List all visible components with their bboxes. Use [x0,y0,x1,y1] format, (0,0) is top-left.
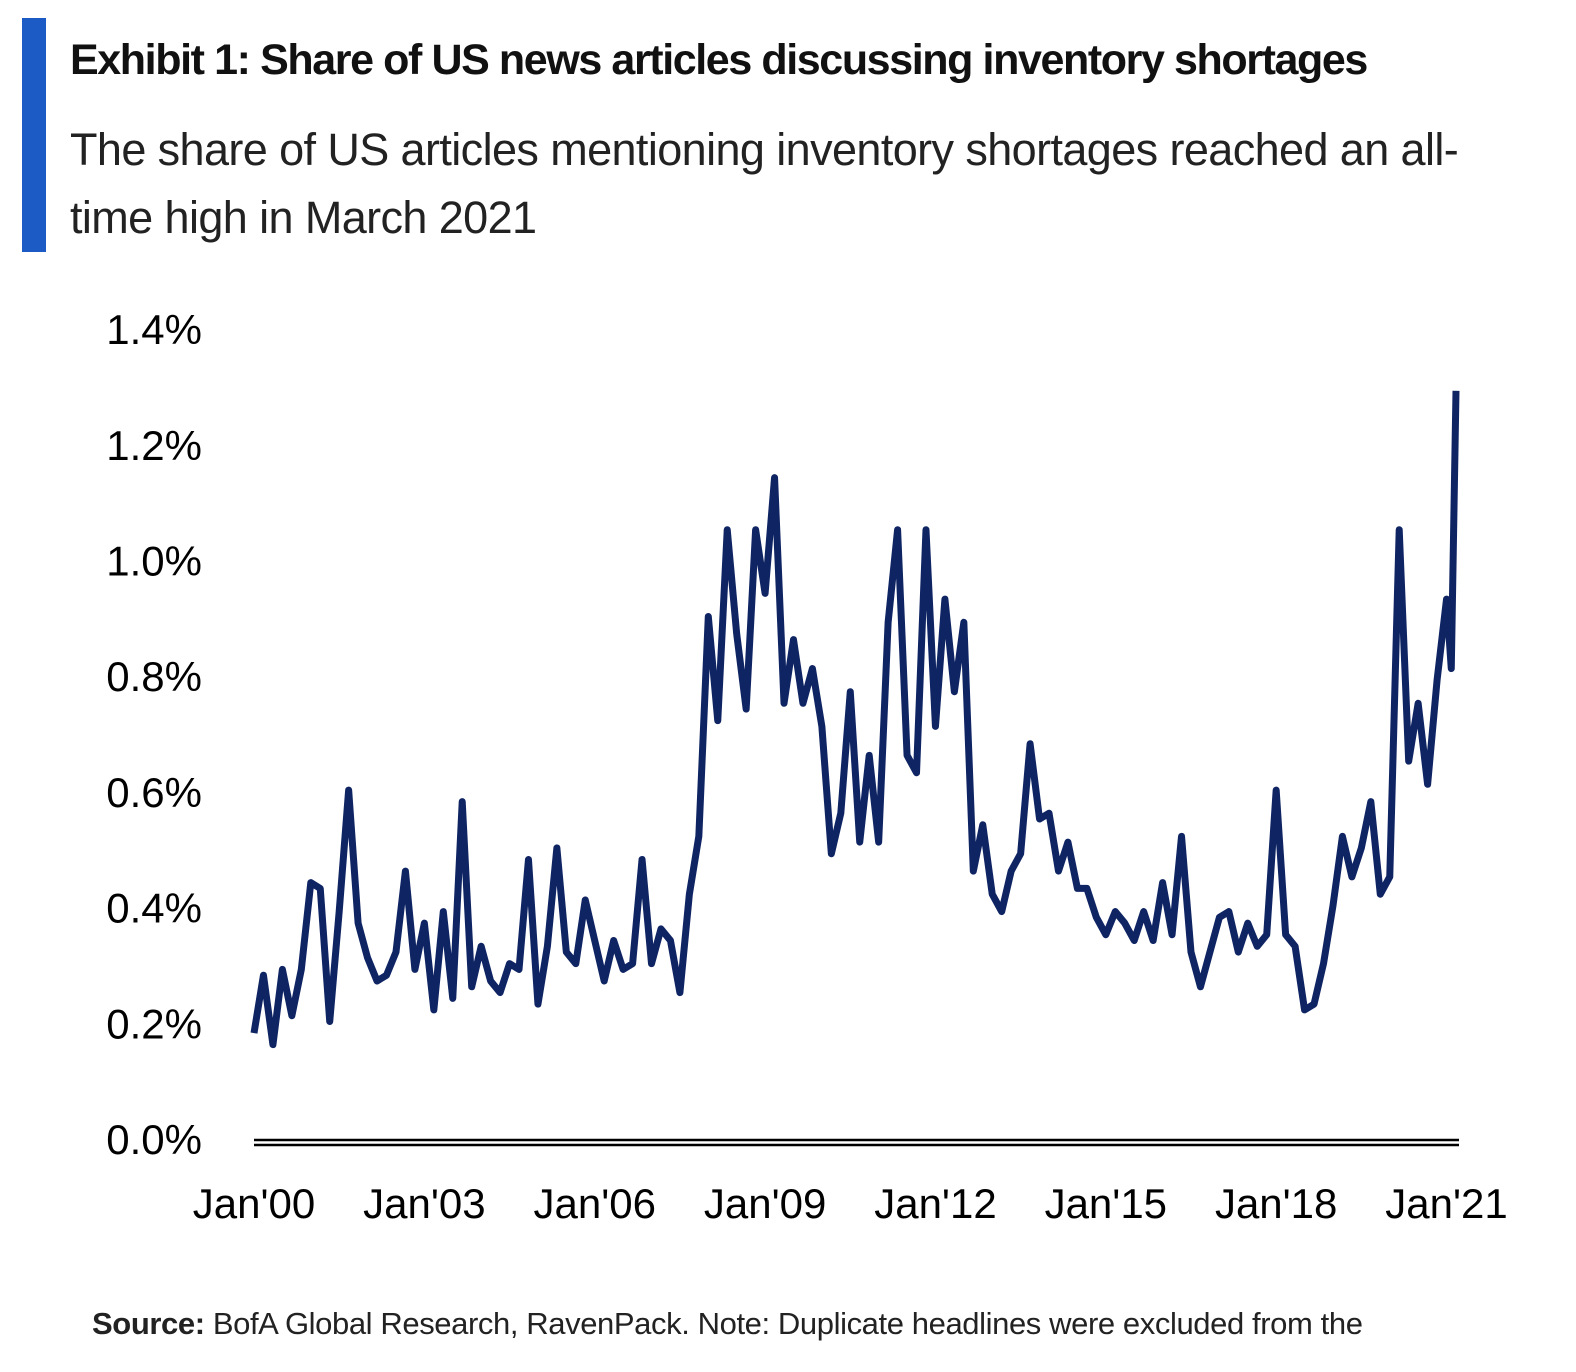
x-tick-label: Jan'21 [1385,1180,1507,1227]
y-tick-label: 0.2% [106,1000,202,1047]
y-tick-label: 0.0% [106,1116,202,1163]
y-tick-label: 1.0% [106,538,202,585]
x-tick-label: Jan'00 [193,1180,315,1227]
source-text: BofA Global Research, RavenPack. Note: D… [212,1306,1363,1341]
y-tick-label: 0.4% [106,885,202,932]
y-tick-label: 0.6% [106,769,202,816]
x-tick-label: Jan'12 [874,1180,996,1227]
chart-subtitle: The share of US articles mentioning inve… [70,124,1459,243]
x-tick-label: Jan'06 [533,1180,655,1227]
accent-bar [22,18,46,252]
source-label: Source: [92,1306,205,1341]
y-tick-label: 0.8% [106,653,202,700]
source-note: Source: BofA Global Research, RavenPack.… [92,1306,1363,1342]
x-tick-label: Jan'18 [1215,1180,1337,1227]
data-line [250,390,1460,1049]
y-tick-label: 1.4% [106,306,202,353]
x-tick-label: Jan'03 [363,1180,485,1227]
x-tick-label: Jan'15 [1045,1180,1167,1227]
chart: 0.0% 0.2% 0.4% 0.6% 0.8% 1.0% 1.2% 1.4% Jan'00 Ja… [106,306,1507,1227]
chart-title: Exhibit 1: Share of US news articles dis… [70,36,1368,84]
x-tick-label: Jan'09 [704,1180,826,1227]
y-tick-label: 1.2% [106,422,202,469]
